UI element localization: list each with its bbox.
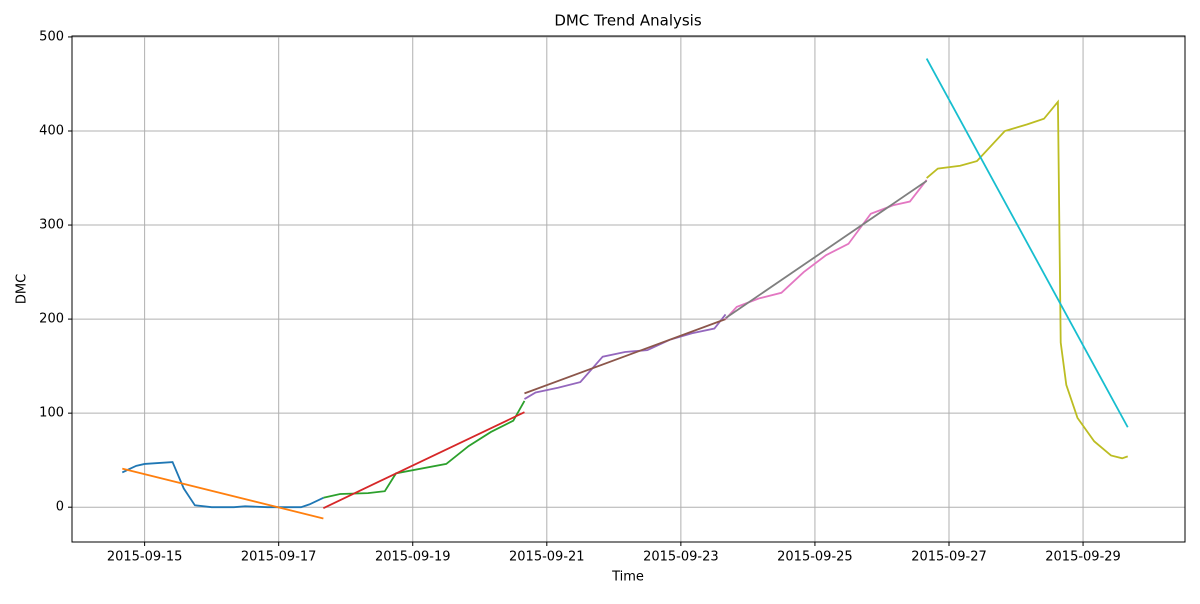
line-series bbox=[926, 99, 1129, 460]
line-series bbox=[122, 467, 324, 520]
x-tick-label: 2015-09-21 bbox=[509, 550, 585, 565]
line-series bbox=[323, 400, 526, 499]
plot-frame bbox=[71, 35, 1186, 543]
x-tick-label: 2015-09-17 bbox=[241, 550, 317, 565]
x-tick-label: 2015-09-19 bbox=[375, 550, 451, 565]
line-series bbox=[524, 313, 727, 400]
y-tick-label: 300 bbox=[39, 218, 64, 233]
y-axis-label: DMC bbox=[15, 274, 30, 304]
x-axis-label: Time bbox=[611, 570, 644, 585]
x-tick-label: 2015-09-15 bbox=[107, 550, 183, 565]
x-tick-label: 2015-09-27 bbox=[911, 550, 987, 565]
line-series bbox=[925, 58, 1129, 428]
line-series bbox=[725, 180, 928, 319]
chart-title: DMC Trend Analysis bbox=[554, 12, 702, 30]
y-tick-label: 100 bbox=[39, 406, 64, 421]
y-tick-label: 200 bbox=[39, 312, 64, 327]
y-tick-label: 400 bbox=[39, 123, 64, 138]
line-series bbox=[524, 318, 726, 395]
line-series bbox=[322, 411, 525, 509]
line-series bbox=[121, 461, 324, 509]
y-tick-label: 500 bbox=[39, 29, 64, 44]
x-tick-label: 2015-09-29 bbox=[1045, 550, 1121, 565]
x-tick-label: 2015-09-23 bbox=[643, 550, 719, 565]
x-tick-label: 2015-09-25 bbox=[777, 550, 853, 565]
y-tick-label: 0 bbox=[56, 500, 64, 515]
